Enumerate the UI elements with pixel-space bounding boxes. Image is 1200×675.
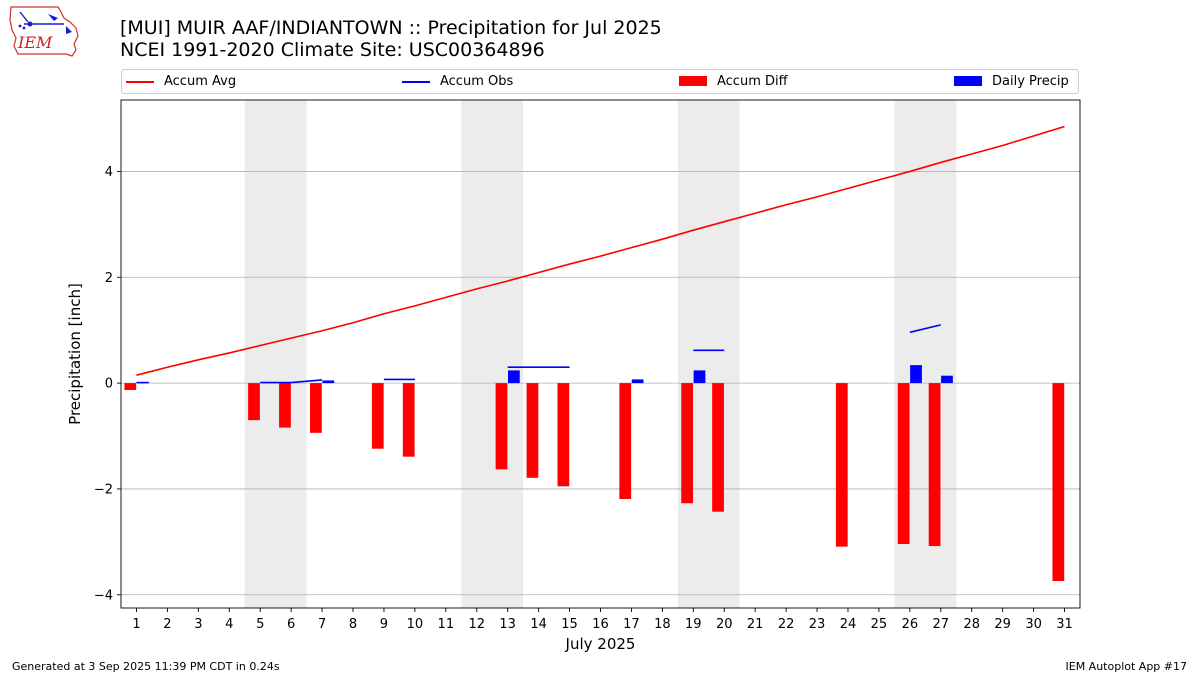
accum-obs-segment-3	[291, 379, 323, 384]
x-tick-label: 29	[994, 617, 1011, 632]
daily-precip-bar-day-27	[941, 375, 953, 384]
x-tick-label: 28	[963, 617, 980, 632]
legend-swatch-accum-obs	[402, 81, 430, 83]
daily-precip-bar-day-19	[693, 370, 706, 384]
y-tick-label: 0	[105, 377, 113, 392]
footer-generated-text: Generated at 3 Sep 2025 11:39 PM CDT in …	[12, 660, 280, 673]
x-tick-label: 23	[809, 617, 826, 632]
daily-precip-bar-day-17	[631, 379, 644, 384]
daily-precip-bar-day-26	[910, 365, 922, 384]
y-tick-label: −2	[94, 482, 113, 497]
accum-diff-bar-day-26	[897, 383, 910, 544]
x-tick-label: 1	[132, 617, 140, 632]
accum-diff-bar-day-17	[619, 383, 632, 499]
x-axis-label: July 2025	[565, 635, 636, 653]
accum-diff-bar-day-24	[835, 383, 848, 547]
x-tick-label: 30	[1025, 617, 1042, 632]
y-axis-label: Precipitation [inch]	[66, 283, 84, 425]
accum-diff-bar-day-31	[1052, 383, 1065, 582]
x-tick-label: 17	[623, 617, 640, 632]
legend-swatch-accum-avg	[126, 81, 154, 83]
x-tick-label: 4	[225, 617, 233, 632]
x-tick-label: 27	[933, 617, 950, 632]
chart-legend: Accum Avg Accum Obs Accum Diff Daily Pre…	[121, 69, 1079, 94]
x-tick-label: 5	[256, 617, 264, 632]
x-tick-label: 3	[194, 617, 202, 632]
x-tick-label: 10	[407, 617, 424, 632]
legend-label-accum-obs: Accum Obs	[440, 74, 514, 89]
x-tick-label: 22	[778, 617, 795, 632]
x-tick-label: 31	[1056, 617, 1073, 632]
daily-precip-bar-day-13	[508, 370, 520, 384]
x-tick-label: 8	[349, 617, 357, 632]
x-tick-label: 16	[592, 617, 609, 632]
accum-diff-bar-day-5	[248, 383, 260, 421]
accum-diff-bar-day-14	[526, 383, 539, 478]
accum-diff-bar-day-19	[681, 383, 693, 504]
x-tick-label: 26	[902, 617, 919, 632]
chart-subtitle: NCEI 1991-2020 Climate Site: USC00364896	[120, 39, 545, 61]
accum-diff-bar-day-6	[279, 383, 291, 428]
legend-label-accum-avg: Accum Avg	[164, 74, 237, 89]
x-tick-label: 12	[468, 617, 485, 632]
accum-diff-bar-day-1	[124, 383, 137, 390]
x-tick-label: 6	[287, 617, 295, 632]
daily-precip-bar-day-7	[322, 380, 335, 384]
accum-diff-bar-day-13	[495, 383, 508, 470]
x-tick-label: 25	[871, 617, 888, 632]
accum-diff-bar-day-10	[402, 383, 415, 457]
footer-app-label: IEM Autoplot App #17	[1065, 660, 1188, 673]
legend-label-daily-precip: Daily Precip	[992, 74, 1069, 89]
logo-text: IEM	[17, 33, 53, 52]
x-tick-label: 2	[163, 617, 171, 632]
accum-obs-segment-7	[909, 324, 941, 334]
weekend-band-2	[461, 100, 524, 608]
accum-diff-bar-day-9	[371, 383, 384, 449]
accum-diff-bar-day-15	[557, 383, 570, 487]
accum-diff-bar-day-20	[712, 383, 724, 512]
legend-label-accum-diff: Accum Diff	[717, 74, 788, 89]
x-tick-label: 9	[380, 617, 388, 632]
x-tick-label: 14	[530, 617, 547, 632]
x-tick-label: 20	[716, 617, 733, 632]
accum-diff-bar-day-7	[310, 383, 322, 433]
x-tick-label: 18	[654, 617, 671, 632]
weekend-band-3	[677, 100, 740, 608]
x-tick-label: 11	[438, 617, 455, 632]
accum-avg-line	[136, 125, 1065, 376]
x-tick-label: 24	[840, 617, 857, 632]
x-tick-label: 15	[561, 617, 578, 632]
x-tick-label: 7	[318, 617, 326, 632]
x-tick-label: 13	[499, 617, 516, 632]
y-tick-label: −4	[94, 588, 113, 603]
x-tick-label: 21	[747, 617, 764, 632]
legend-swatch-accum-diff	[679, 76, 707, 86]
iem-logo: IEM	[9, 6, 79, 57]
x-tick-label: 19	[685, 617, 702, 632]
y-tick-label: 4	[105, 165, 113, 180]
accum-diff-bar-day-27	[928, 383, 941, 547]
y-tick-label: 2	[105, 271, 113, 286]
weekend-band-1	[244, 100, 307, 608]
legend-swatch-daily-precip	[954, 76, 982, 86]
chart-title: [MUI] MUIR AAF/INDIANTOWN :: Precipitati…	[120, 17, 662, 39]
